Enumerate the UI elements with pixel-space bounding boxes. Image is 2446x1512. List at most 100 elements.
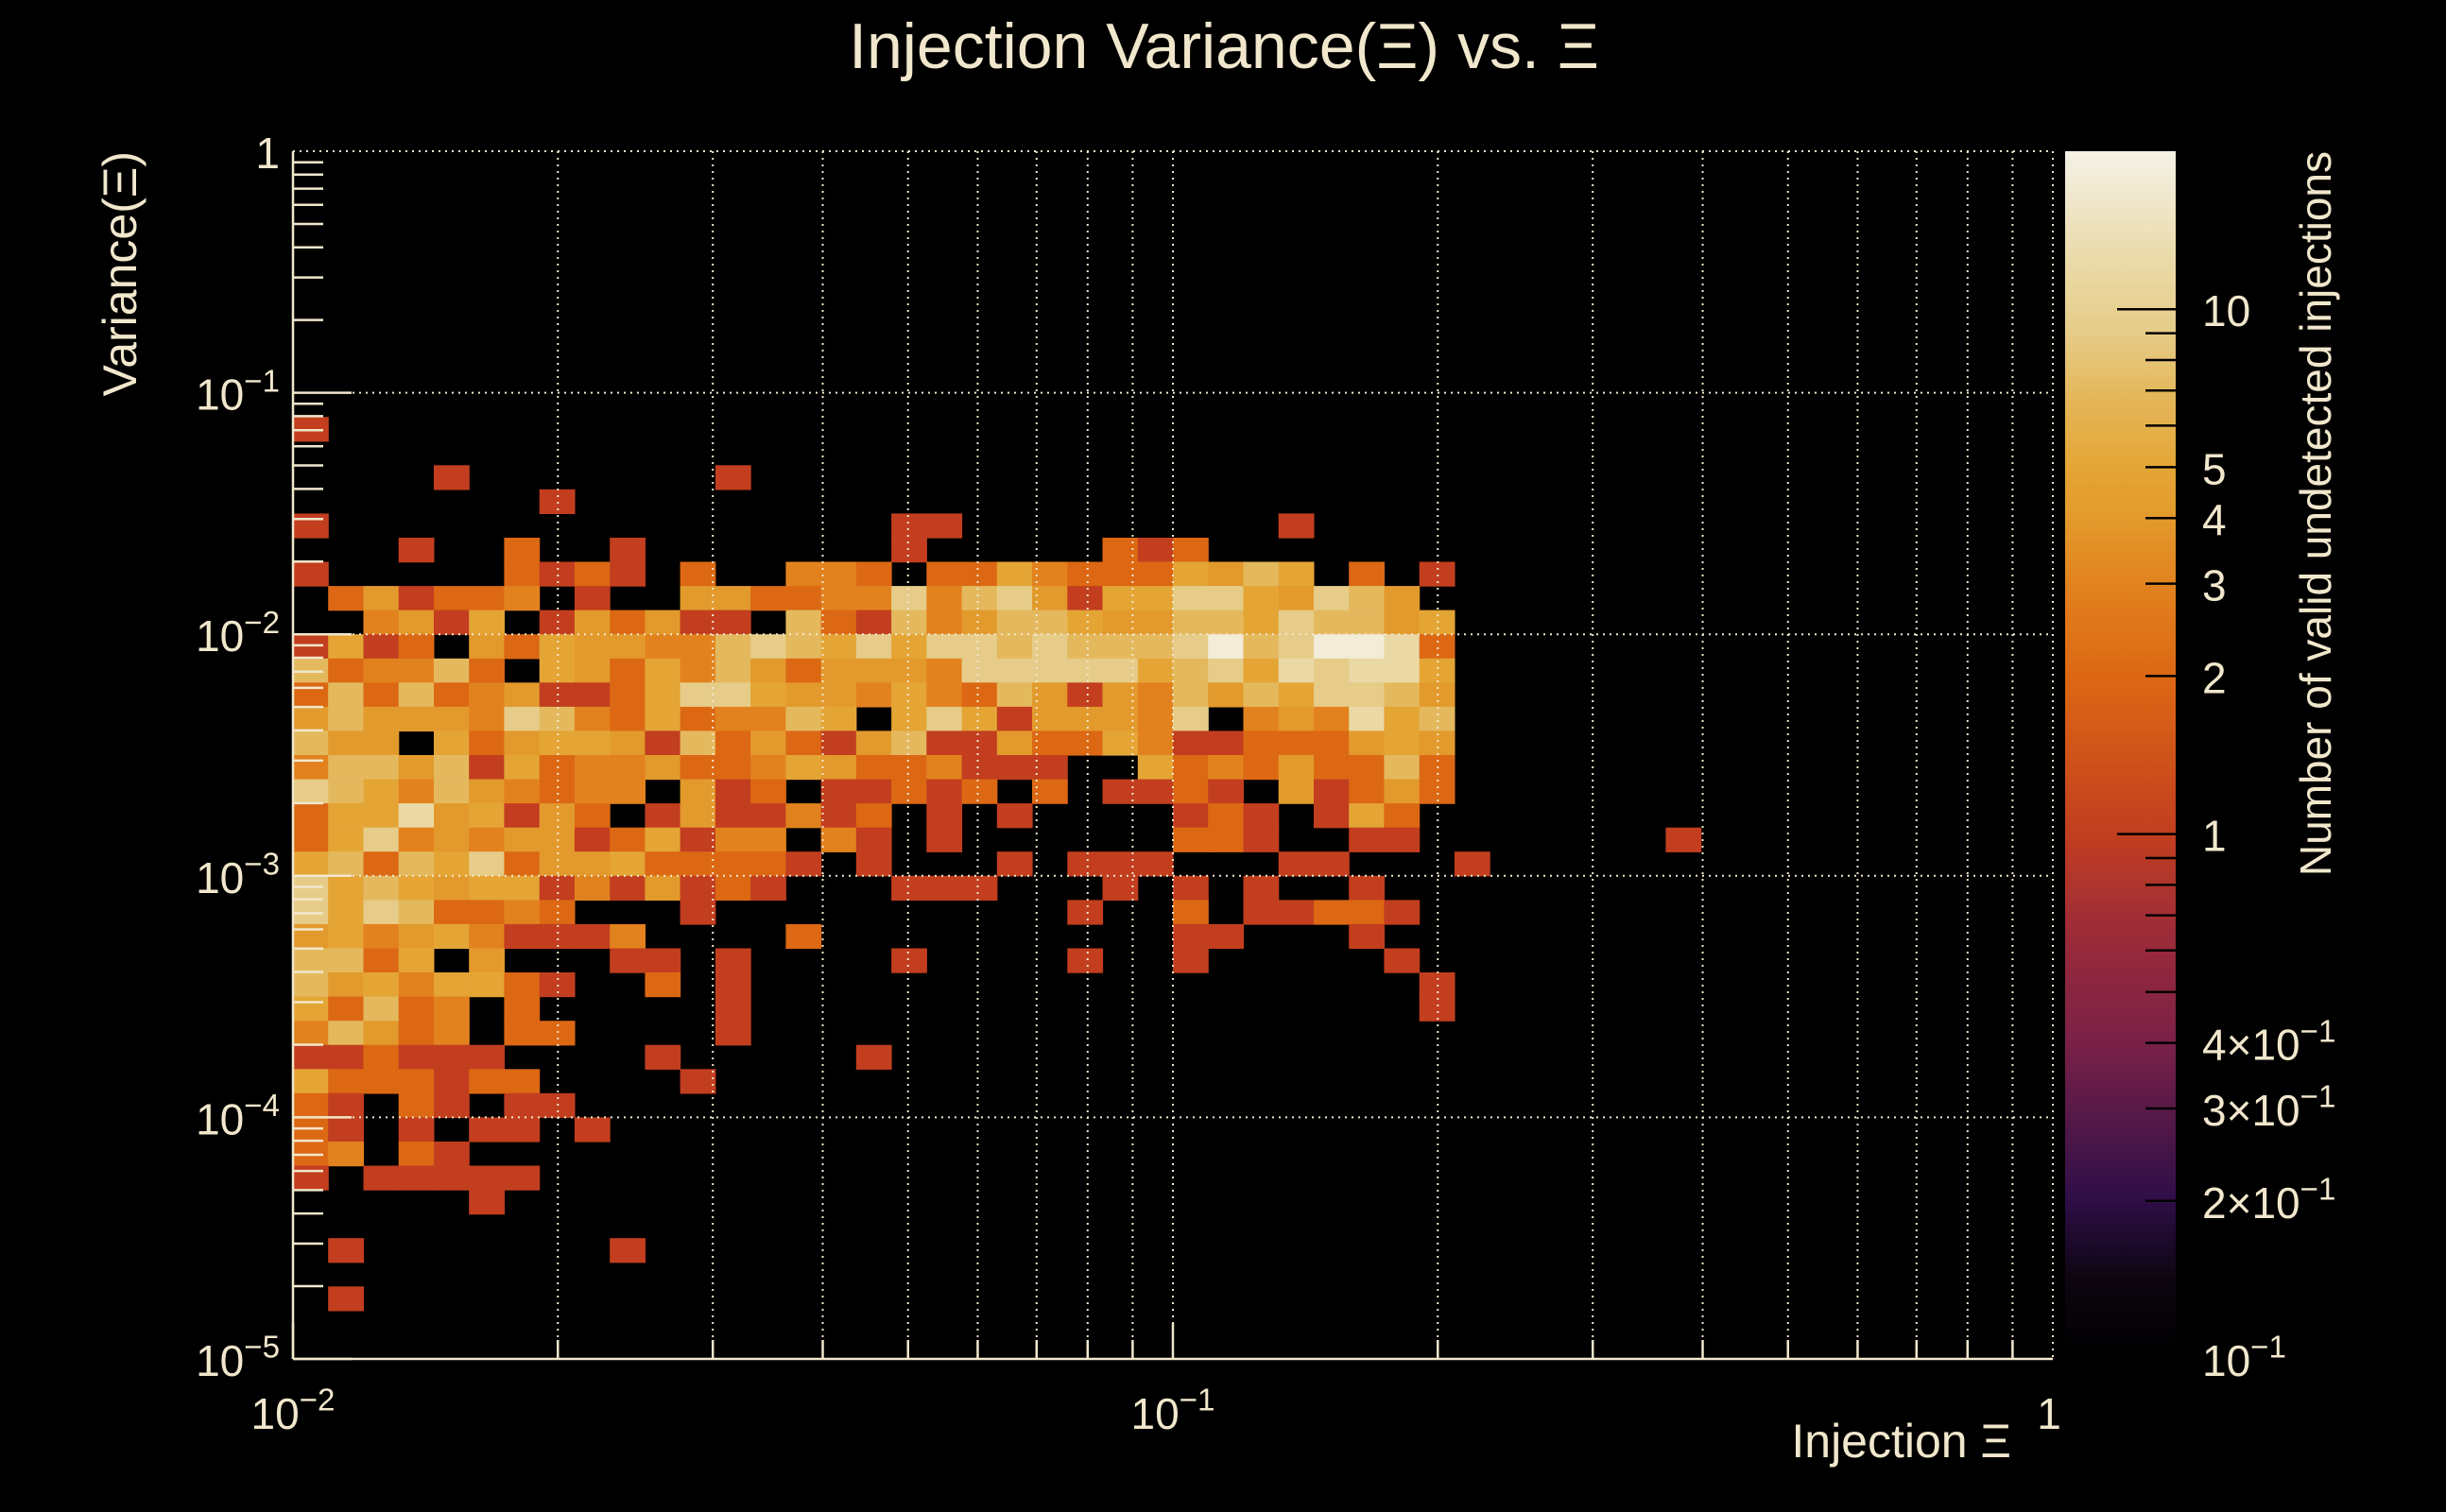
heatmap-cell	[610, 610, 646, 635]
heatmap-cell	[1349, 779, 1385, 804]
heatmap-cell	[1349, 803, 1385, 829]
heatmap-cell	[1314, 900, 1350, 925]
heatmap-cell	[398, 1165, 435, 1191]
heatmap-cell	[504, 827, 541, 852]
heatmap-cell	[645, 803, 681, 829]
heatmap-cell	[1137, 658, 1174, 683]
heatmap-cell	[1278, 610, 1315, 635]
heatmap-cell	[328, 972, 364, 998]
heatmap-cell	[469, 755, 505, 781]
heatmap-cell	[1032, 586, 1068, 611]
heatmap-cell	[434, 706, 470, 732]
heatmap-cell	[645, 827, 681, 852]
heatmap-cell	[785, 682, 822, 708]
heatmap-cell	[891, 634, 927, 660]
colorbar-tick-label: 5	[2202, 444, 2227, 493]
heatmap-cell	[434, 996, 470, 1022]
heatmap-cell	[363, 730, 400, 756]
heatmap-cell	[1349, 586, 1385, 611]
heatmap-cell	[293, 1165, 329, 1191]
heatmap-cell	[398, 706, 435, 732]
heatmap-cell	[574, 730, 611, 756]
heatmap-cell	[1349, 730, 1385, 756]
heatmap-cell	[1137, 779, 1174, 804]
heatmap-cell	[469, 682, 505, 708]
heatmap-cell	[715, 586, 751, 611]
x-tick-label-base: 10	[251, 1389, 300, 1438]
heatmap-cell	[855, 730, 892, 756]
x-tick-label: 1	[2037, 1389, 2061, 1438]
heatmap-cell	[328, 948, 364, 973]
heatmap-cell	[1173, 803, 1209, 829]
heatmap-cell	[820, 706, 857, 732]
heatmap-cell	[645, 730, 681, 756]
heatmap-cell	[398, 538, 435, 563]
heatmap-cell	[961, 561, 998, 587]
y-tick-label-exponent: −3	[244, 847, 280, 882]
heatmap-cell	[539, 489, 576, 514]
heatmap-cell	[469, 948, 505, 973]
heatmap-cell	[1278, 779, 1315, 804]
heatmap-cell	[610, 827, 646, 852]
heatmap-cell	[504, 730, 541, 756]
heatmap-cell	[785, 634, 822, 660]
heatmap-cell	[293, 948, 329, 973]
heatmap-cell	[926, 610, 963, 635]
heatmap-cell	[1278, 706, 1315, 732]
heatmap-cell	[469, 706, 505, 732]
heatmap-cell	[1419, 658, 1456, 683]
heatmap-cell	[680, 1069, 716, 1094]
heatmap-cell	[680, 827, 716, 852]
heatmap-cell	[715, 658, 751, 683]
heatmap-cell	[891, 610, 927, 635]
heatmap-cell	[434, 803, 470, 829]
heatmap-cell	[504, 1165, 541, 1191]
heatmap-cell	[996, 730, 1033, 756]
y-tick-label: 10−1	[196, 364, 280, 419]
y-tick-label-base: 10	[196, 853, 244, 902]
heatmap-cell	[363, 923, 400, 950]
heatmap-cell	[398, 1092, 435, 1118]
heatmap-cells	[293, 417, 1702, 1312]
heatmap-cell	[434, 1069, 470, 1094]
heatmap-cell	[715, 779, 751, 804]
heatmap-cell	[398, 803, 435, 829]
heatmap-cell	[820, 586, 857, 611]
heatmap-cell	[363, 803, 400, 829]
colorbar	[2065, 151, 2176, 1359]
heatmap-cell	[1137, 851, 1174, 877]
heatmap-cell	[891, 948, 927, 973]
heatmap-cell	[926, 875, 963, 901]
heatmap-cell	[855, 1044, 892, 1070]
heatmap-cell	[961, 658, 998, 683]
heatmap-cell	[398, 875, 435, 901]
heatmap-cell	[1384, 634, 1421, 660]
heatmap-cell	[891, 755, 927, 781]
heatmap-cell	[574, 779, 611, 804]
colorbar-tick-label-base: 10	[2202, 286, 2250, 335]
heatmap-cell	[891, 658, 927, 683]
colorbar-tick-label-exponent: −1	[2300, 1172, 2336, 1207]
heatmap-cell	[574, 827, 611, 852]
heatmap-cell	[293, 1044, 329, 1070]
heatmap-cell	[961, 682, 998, 708]
heatmap-cell	[610, 538, 646, 563]
heatmap-cell	[574, 610, 611, 635]
heatmap-cell	[1314, 803, 1350, 829]
heatmap-cell	[926, 586, 963, 611]
heatmap-cell	[645, 634, 681, 660]
heatmap-cell	[574, 682, 611, 708]
heatmap-cell	[961, 755, 998, 781]
heatmap-cell	[645, 948, 681, 973]
heatmap-cell	[434, 682, 470, 708]
heatmap-cell	[680, 610, 716, 635]
heatmap-cell	[328, 1238, 364, 1263]
heatmap-cell	[363, 900, 400, 925]
heatmap-cell	[574, 658, 611, 683]
heatmap-cell	[574, 1117, 611, 1143]
heatmap-cell	[680, 900, 716, 925]
heatmap-cell	[398, 610, 435, 635]
heatmap-cell	[363, 586, 400, 611]
heatmap-cell	[328, 1117, 364, 1143]
